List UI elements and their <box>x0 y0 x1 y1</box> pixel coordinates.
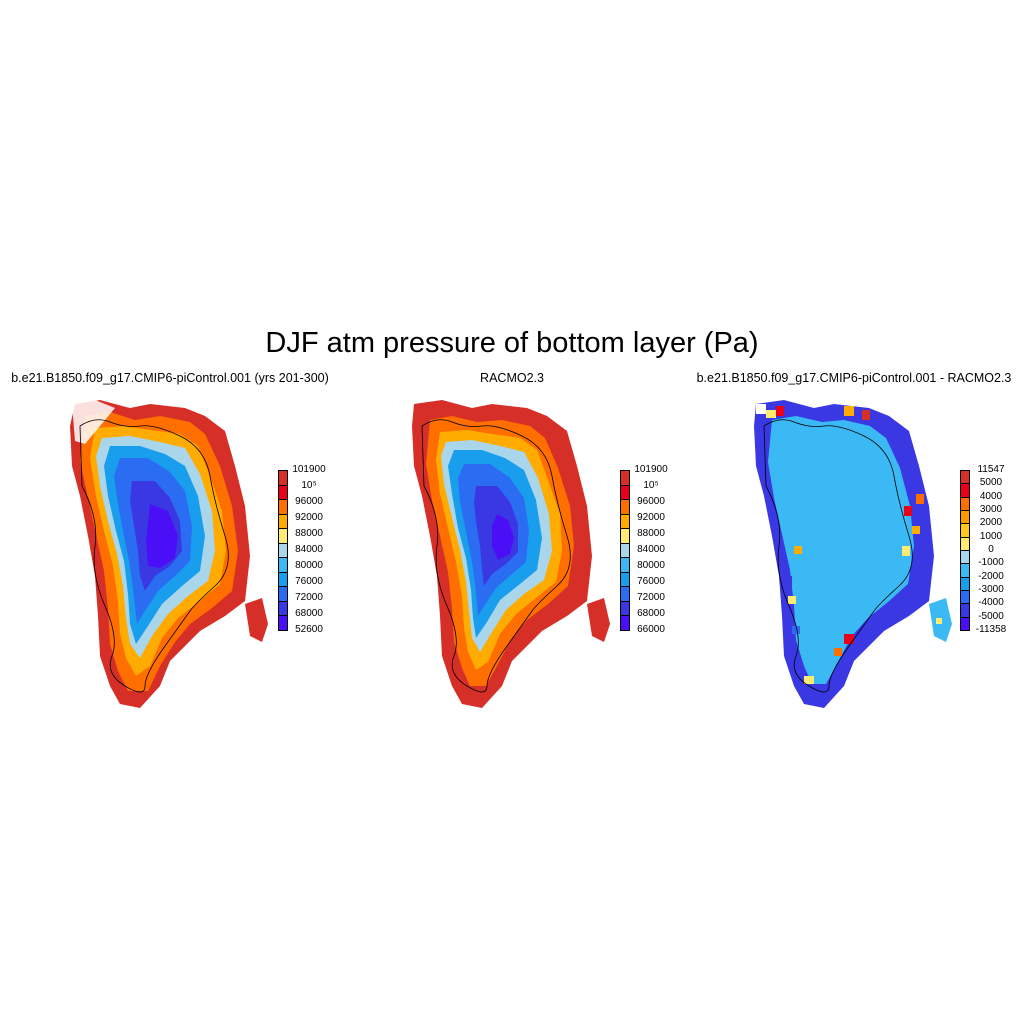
colorbar-label: 4000 <box>979 490 1003 502</box>
colorbar-label: 101900 <box>634 464 668 475</box>
colorbar-label: -5000 <box>978 610 1004 622</box>
colorbar-label: 0 <box>988 544 994 555</box>
panel-title: RACMO2.3 <box>480 371 544 385</box>
colorbar-label: 10⁵ <box>301 480 317 491</box>
colorbar-label: 1000 <box>979 530 1003 542</box>
colorbar-label: 92000 <box>295 512 323 523</box>
greenland-field <box>754 400 952 708</box>
colorbar-label: 80000 <box>295 560 323 571</box>
colorbar-label: -1000 <box>978 557 1004 569</box>
colorbar-label: 96000 <box>637 496 665 507</box>
colorbar-label: 76000 <box>295 576 323 587</box>
panel-racmo: RACMO2.3 101900 10⁵ 96000 92000 88000 84000 80… <box>342 370 682 715</box>
colorbar-label: -3000 <box>978 584 1004 595</box>
colorbar-label: 5000 <box>979 477 1003 489</box>
colorbar-label: 96000 <box>295 496 323 507</box>
colorbar-label: 11547 <box>977 464 1005 475</box>
greenland-field <box>70 400 268 708</box>
colorbar-label: 80000 <box>637 560 665 571</box>
coastline <box>421 419 571 693</box>
colorbar-label: 84000 <box>637 544 665 555</box>
colorbar-label: -11358 <box>975 624 1007 635</box>
colorbar-label: 88000 <box>295 528 323 539</box>
colorbar-swatch <box>960 616 970 631</box>
panel-title: b.e21.B1850.f09_g17.CMIP6-piControl.001 … <box>696 371 1012 385</box>
colorbar-label: 101900 <box>292 464 326 475</box>
colorbar-label: 76000 <box>637 576 665 587</box>
greenland-map <box>70 400 268 708</box>
colorbar-label: 10⁵ <box>643 480 659 491</box>
colorbar-label: 92000 <box>637 512 665 523</box>
colorbar-swatch <box>620 615 630 631</box>
colorbar-label: 84000 <box>295 544 323 555</box>
colorbar-label: -2000 <box>978 570 1004 582</box>
greenland-field <box>412 400 610 708</box>
colorbar-label: 66000 <box>637 624 665 635</box>
colorbar-label: 3000 <box>979 504 1003 515</box>
panel-difference: b.e21.B1850.f09_g17.CMIP6-piControl.001 … <box>684 370 1024 715</box>
coastline <box>763 419 913 693</box>
colorbar-label: 68000 <box>637 608 665 619</box>
colorbar-label: 68000 <box>295 608 323 619</box>
colorbar-label: 72000 <box>295 592 323 603</box>
colorbar-label: 88000 <box>637 528 665 539</box>
greenland-map <box>754 400 952 708</box>
panel-title: b.e21.B1850.f09_g17.CMIP6-piControl.001 … <box>11 371 329 385</box>
greenland-map <box>412 400 610 708</box>
colorbar-label: 2000 <box>979 517 1003 529</box>
colorbar-swatch <box>278 615 288 631</box>
colorbar-label: 52600 <box>295 624 323 635</box>
coastline <box>79 419 229 693</box>
figure-title: DJF atm pressure of bottom layer (Pa) <box>265 327 759 359</box>
colorbar-label: -4000 <box>978 597 1004 609</box>
panel-model: b.e21.B1850.f09_g17.CMIP6-piControl.001 … <box>0 370 340 715</box>
colorbar-label: 72000 <box>637 592 665 603</box>
